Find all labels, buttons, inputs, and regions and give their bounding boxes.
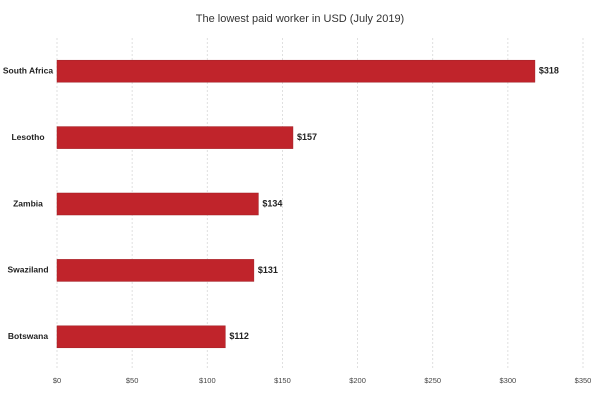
y-tick-label: Swaziland [7,265,48,275]
x-tick-label: $150 [274,376,291,385]
bar [56,259,255,282]
x-tick-label: $300 [500,376,517,385]
bar [56,325,226,349]
x-tick-label: $100 [199,376,216,385]
x-tick-label: $0 [53,376,61,385]
x-tick-label: $50 [126,376,139,385]
y-tick-label: Lesotho [11,132,44,142]
data-label: $131 [258,265,278,275]
data-label: $134 [262,198,282,208]
y-tick-label: South Africa [3,65,53,75]
bar [56,192,259,216]
bar [56,59,536,83]
x-tick-label: $250 [424,376,441,385]
data-label: $112 [229,331,249,341]
bar [56,126,294,149]
data-label: $157 [297,132,317,142]
x-tick-label: $200 [349,376,366,385]
y-tick-label: Zambia [13,198,43,208]
y-tick-label: Botswana [8,331,48,341]
x-tick-label: $350 [575,376,592,385]
data-label: $318 [539,66,559,76]
chart-title: The lowest paid worker in USD (July 2019… [196,13,404,25]
